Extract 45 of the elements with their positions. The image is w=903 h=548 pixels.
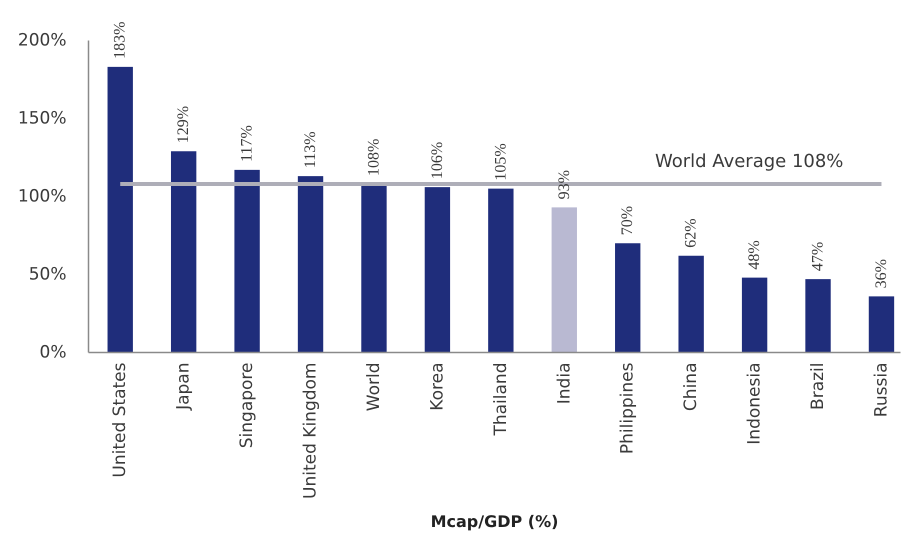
bar	[615, 243, 640, 352]
x-tick-label: China	[681, 362, 702, 412]
y-tick-label: 150%	[18, 108, 67, 128]
data-label: 105%	[492, 143, 510, 181]
data-label: 108%	[365, 138, 382, 176]
x-tick-label: Singapore	[237, 362, 258, 448]
x-tick-label: Brazil	[808, 362, 828, 410]
x-tick-label: Korea	[427, 362, 448, 411]
y-tick-label: 100%	[18, 186, 67, 206]
bar	[742, 278, 768, 352]
data-label: 113%	[302, 131, 320, 168]
y-tick-label: 0%	[40, 342, 67, 362]
bar	[868, 296, 894, 352]
x-tick-label: Thailand	[490, 362, 511, 437]
y-tick-label: 200%	[18, 30, 67, 50]
x-tick-label: World	[364, 362, 384, 412]
bar	[488, 188, 514, 352]
x-tick-label: Indonesia	[744, 362, 765, 445]
x-tick-label: Russia	[871, 362, 892, 418]
bar	[678, 256, 704, 352]
bar	[170, 151, 196, 352]
data-label: 117%	[238, 125, 256, 162]
data-label: 129%	[175, 106, 192, 144]
data-label: 93%	[556, 170, 573, 200]
x-tick-label: Philippines	[618, 362, 638, 454]
data-label: 70%	[619, 206, 636, 236]
data-label: 48%	[746, 240, 764, 270]
x-axis-title: Mcap/GDP (%)	[430, 512, 558, 531]
bar	[298, 176, 324, 352]
x-tick-label: India	[554, 362, 574, 404]
y-tick-label: 50%	[28, 264, 67, 284]
data-label: 47%	[810, 242, 827, 272]
data-label: 183%	[112, 22, 129, 59]
bar	[424, 187, 450, 352]
data-label: 62%	[682, 218, 700, 248]
bar	[805, 279, 831, 352]
data-label: 36%	[872, 258, 890, 288]
data-label: 106%	[428, 142, 446, 180]
x-tick-label: Japan	[174, 362, 194, 411]
bar	[234, 170, 260, 352]
x-tick-label: United Kingdom	[300, 362, 321, 499]
bar	[108, 66, 133, 352]
ref-line-label: World Average 108%	[655, 150, 844, 172]
x-tick-label: United States	[110, 362, 130, 478]
bar	[552, 207, 577, 352]
